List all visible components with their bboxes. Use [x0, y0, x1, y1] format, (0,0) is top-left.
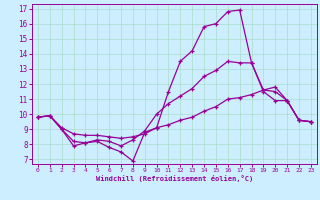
X-axis label: Windchill (Refroidissement éolien,°C): Windchill (Refroidissement éolien,°C)	[96, 175, 253, 182]
